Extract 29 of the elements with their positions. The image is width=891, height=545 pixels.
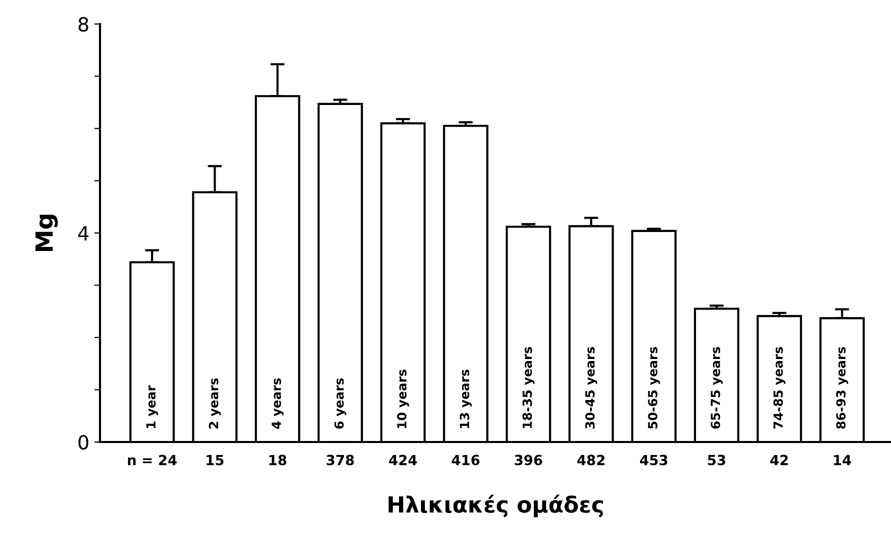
text: 378 [326, 454, 354, 466]
text: 416 [452, 454, 480, 466]
x-tick-label: 86-93 years [836, 347, 848, 429]
y-axis-title: Mg [35, 214, 58, 252]
x-tick-label: 30-45 years [585, 347, 598, 429]
x-tick-label: 2 years [208, 378, 221, 428]
x-tick-label: 1 year [146, 385, 158, 428]
text: 14 [834, 454, 852, 466]
text: 482 [577, 454, 604, 466]
x-tick-label: 10 years [397, 370, 410, 428]
text: 424 [389, 454, 417, 466]
text: n = 24 [128, 454, 177, 466]
text: 396 [514, 454, 542, 466]
text: 18 [269, 454, 286, 466]
y-tick-label: 4 [78, 226, 88, 240]
x-tick-label: 74-85 years [773, 347, 786, 429]
x-tick-label: 65-75 years [710, 347, 723, 429]
x-tick-label: 18-35 years [522, 347, 534, 428]
text: 53 [708, 454, 726, 466]
text: 453 [640, 454, 668, 466]
x-axis-title: Ηλικιακές ομάδες [388, 494, 603, 518]
x-tick-label: 6 years [334, 378, 346, 429]
x-tick-label: 4 years [272, 378, 284, 429]
text: 15 [206, 454, 224, 466]
x-tick-label: 13 years [460, 370, 472, 428]
y-tick-label: 0 [78, 434, 88, 450]
y-tick-label: 8 [78, 16, 88, 32]
x-tick-label: 50-65 years [648, 347, 660, 428]
text: 42 [770, 454, 788, 466]
